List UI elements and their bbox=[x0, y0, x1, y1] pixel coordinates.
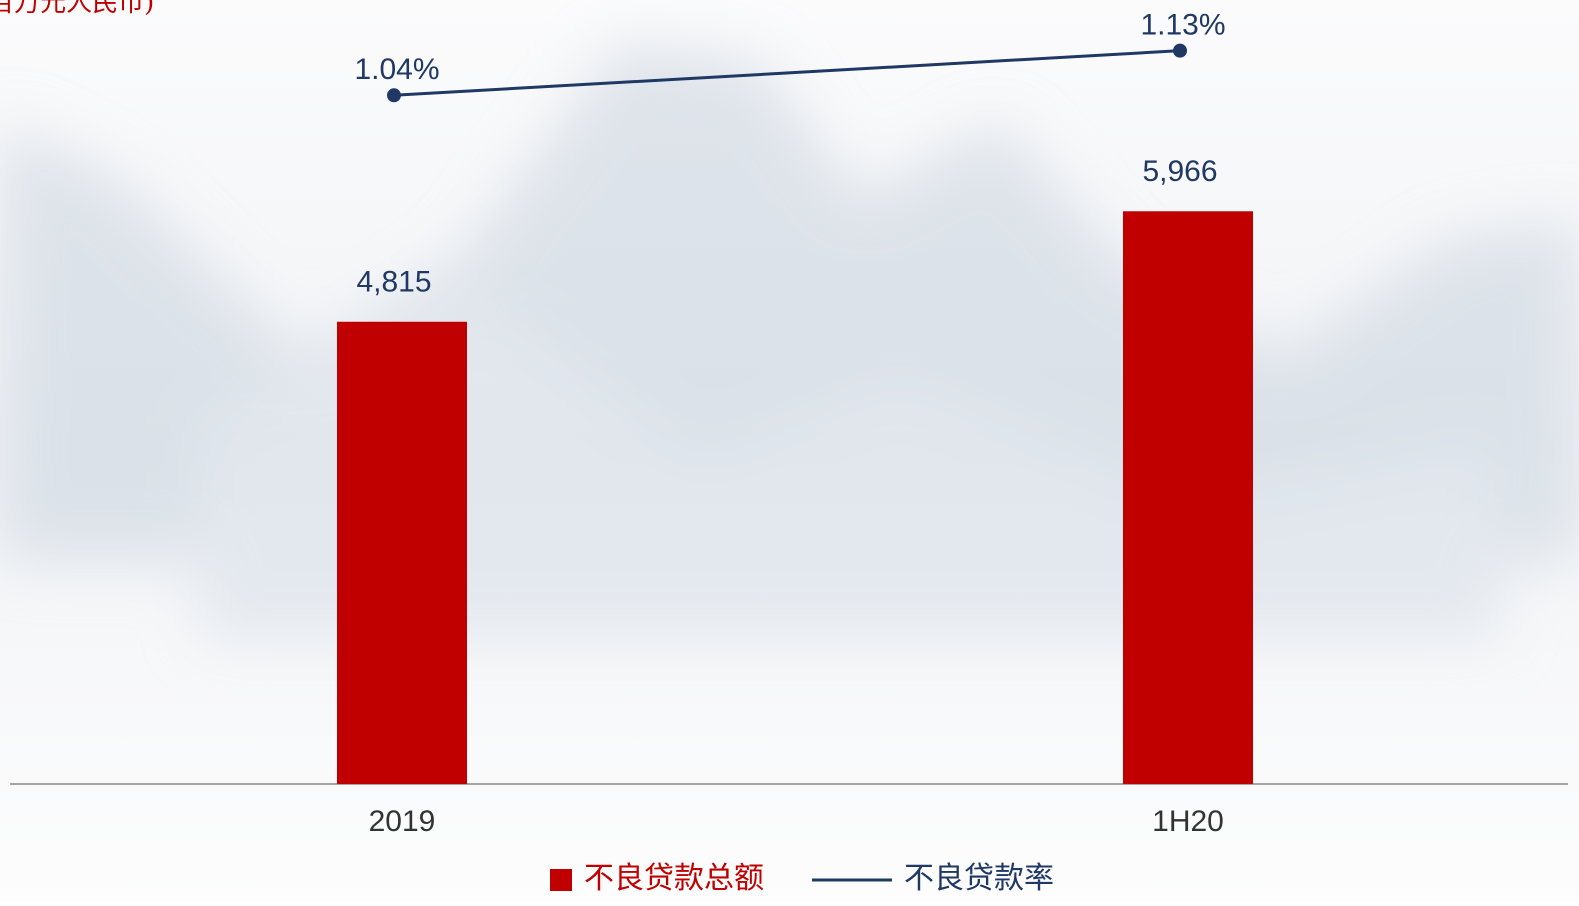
line bbox=[393, 49, 1181, 97]
legend-label: 不良贷款总额 bbox=[584, 861, 764, 896]
bar bbox=[337, 321, 467, 784]
point bbox=[387, 88, 401, 103]
x-tick-label: 1H20 bbox=[1152, 805, 1224, 838]
point bbox=[1173, 43, 1187, 58]
bar bbox=[1123, 211, 1253, 784]
value-label: 5,966 bbox=[1142, 155, 1217, 188]
legend-label: 不良贷款率 bbox=[904, 861, 1054, 896]
value-label: 1.13% bbox=[1140, 9, 1225, 42]
x-tick-label: 2019 bbox=[369, 805, 436, 838]
value-label: 1.04% bbox=[354, 53, 439, 86]
unit-label: (百万元人民币) bbox=[0, 0, 154, 18]
legend-swatch bbox=[550, 869, 572, 891]
value-label: 4,815 bbox=[356, 266, 431, 299]
